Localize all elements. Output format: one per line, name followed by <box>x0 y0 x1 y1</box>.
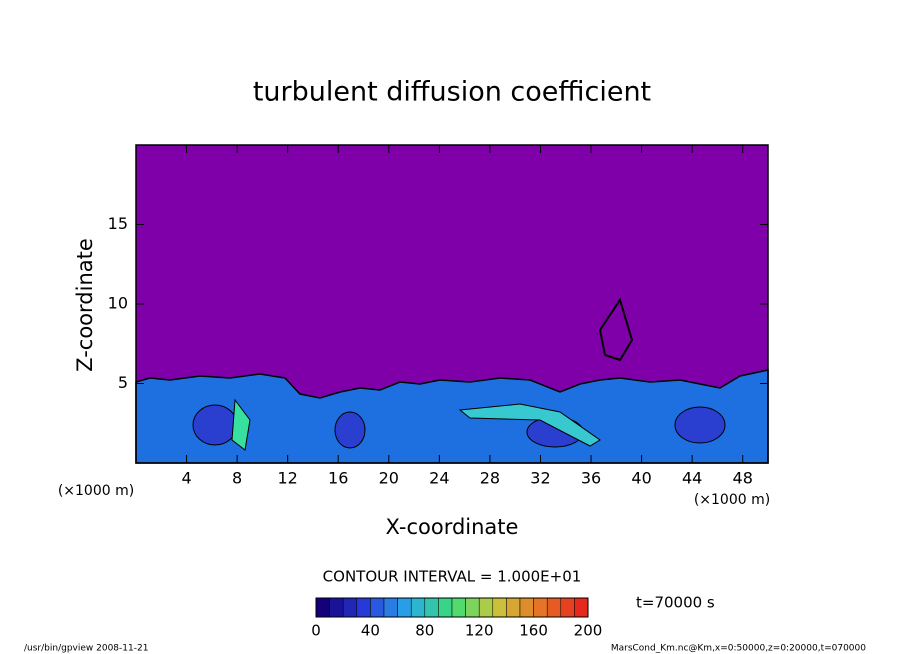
x-tick-label: 16 <box>328 469 348 488</box>
colorbar-cell <box>451 597 466 618</box>
y-tick-label: 5 <box>118 373 128 392</box>
x-tick-label: 8 <box>232 469 242 488</box>
y-tick-label: 15 <box>108 214 128 233</box>
colorbar-cell <box>383 597 398 618</box>
eddy <box>674 406 726 444</box>
colorbar-cell <box>438 597 453 618</box>
eddy <box>334 411 366 449</box>
y-tick-label: 10 <box>108 294 128 313</box>
colorbar-cell <box>506 597 521 618</box>
colorbar-tick-label: 80 <box>415 622 434 640</box>
colorbar-cell <box>356 597 371 618</box>
x-tick-label: 4 <box>181 469 191 488</box>
colorbar-tick-label: 160 <box>519 622 548 640</box>
colorbar-tick-label: 120 <box>465 622 494 640</box>
colorbar-cell <box>546 597 562 618</box>
colorbar-cell <box>397 597 412 618</box>
x-tick-label: 12 <box>278 469 298 488</box>
x-tick-label: 36 <box>581 469 601 488</box>
colorbar-tick-label: 0 <box>311 622 321 640</box>
x-tick-label: 20 <box>379 469 399 488</box>
contour-interval: CONTOUR INTERVAL = 1.000E+01 <box>323 568 582 586</box>
colorbar-tick-label: 40 <box>361 622 380 640</box>
x-tick-label: 44 <box>682 469 702 488</box>
colorbar-cell <box>370 597 385 618</box>
x-tick-label: 24 <box>429 469 449 488</box>
colorbar-frame <box>315 597 589 618</box>
colorbar-cell <box>519 597 534 618</box>
x-tick-label: 28 <box>480 469 500 488</box>
turbulent-layer <box>135 369 769 464</box>
colorbar-cell <box>342 597 358 618</box>
footer-right: MarsCond_Km.nc@Km,x=0:50000,z=0:20000,t=… <box>611 644 866 654</box>
colorbar-cell <box>478 597 494 618</box>
x-axis-label: X-coordinate <box>386 515 519 539</box>
x-tick-label: 32 <box>530 469 550 488</box>
footer-left: /usr/bin/gpview 2008-11-21 <box>24 644 148 654</box>
colorbar-tick-label: 200 <box>574 622 603 640</box>
chart-title: turbulent diffusion coefficient <box>253 77 651 108</box>
colorbar-cell <box>410 597 426 618</box>
y-axis-label: Z-coordinate <box>73 238 97 372</box>
colorbar-cell <box>329 597 344 618</box>
time-label: t=70000 s <box>636 594 715 612</box>
x-unit: (×1000 m) <box>694 492 770 508</box>
colorbar-cell <box>315 597 330 618</box>
eddy <box>458 403 601 447</box>
eddy <box>192 404 238 446</box>
colorbar-cell <box>424 597 439 618</box>
colorbar-cell <box>574 597 589 618</box>
colorbar-cell <box>560 597 575 618</box>
x-tick-label: 40 <box>631 469 651 488</box>
x-tick-label: 48 <box>733 469 753 488</box>
colorbar-cell <box>533 597 548 618</box>
field <box>135 145 769 464</box>
y-unit: (×1000 m) <box>58 483 134 499</box>
eddy <box>231 398 251 451</box>
contour <box>598 297 634 362</box>
colorbar-cell <box>492 597 507 618</box>
colorbar-cell <box>465 597 480 618</box>
